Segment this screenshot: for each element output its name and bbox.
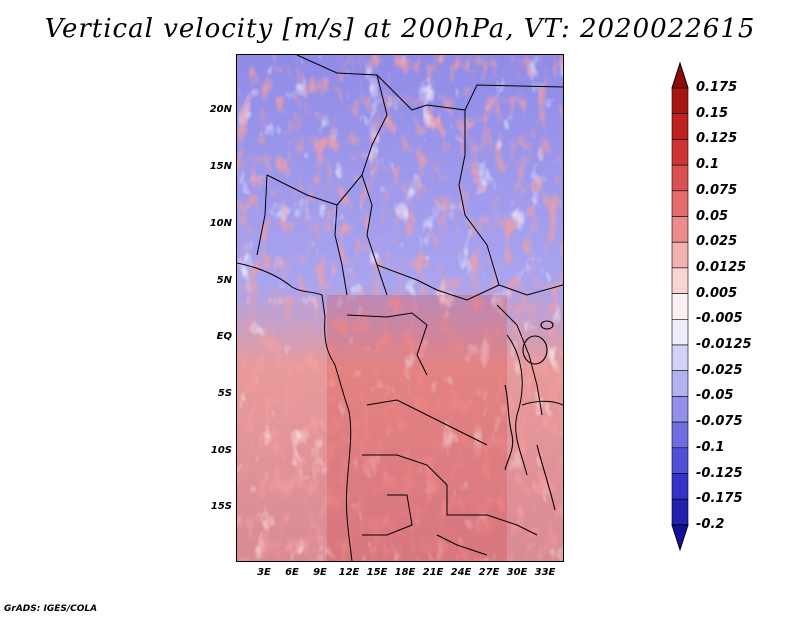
x-label-3e: 3E	[257, 567, 271, 578]
y-label-5n: 5N	[216, 275, 232, 286]
field-red-patches	[237, 55, 563, 561]
x-label-21e: 21E	[422, 567, 444, 578]
field-convective-zone	[327, 295, 507, 561]
y-label-eq: EQ	[216, 331, 232, 342]
colorbar-label: 0.005	[696, 285, 738, 301]
x-label-9e: 9E	[313, 567, 327, 578]
colorbar-label: -0.05	[696, 388, 734, 404]
colorbar-label: 0.0125	[696, 259, 747, 275]
y-label-20n: 20N	[209, 104, 232, 115]
colorbar-label: -0.1	[696, 439, 725, 455]
colorbar-label: -0.005	[696, 311, 743, 327]
colorbar-label: 0.15	[696, 105, 729, 121]
colorbar-bottom-arrow	[671, 524, 689, 552]
colorbar-segment	[671, 87, 689, 115]
colorbar-segment	[671, 293, 689, 320]
colorbar-segment	[671, 318, 689, 346]
colorbar-segment	[671, 447, 689, 474]
country-borders	[237, 55, 563, 561]
colorbar-label: -0.0125	[696, 337, 752, 352]
x-label-30e: 30E	[506, 567, 528, 578]
colorbar-label: 0.175	[696, 80, 738, 95]
x-label-18e: 18E	[394, 567, 416, 578]
colorbar-segment	[671, 421, 689, 449]
y-label-10s: 10S	[210, 445, 232, 456]
colorbar-segment	[671, 164, 689, 192]
colorbar-label: 0.1	[696, 157, 720, 173]
colorbar	[671, 61, 689, 552]
x-label-24e: 24E	[450, 567, 472, 578]
x-label-6e: 6E	[285, 567, 299, 578]
colorbar-segment	[671, 498, 689, 526]
colorbar-label: -0.2	[696, 516, 725, 532]
colorbar-segment	[671, 473, 689, 500]
colorbar-segment	[671, 396, 689, 423]
x-label-33e: 33E	[534, 567, 556, 578]
colorbar-label: -0.175	[696, 491, 743, 507]
y-label-15n: 15N	[209, 161, 232, 172]
colorbar-segment	[671, 216, 689, 243]
colorbar-segment	[671, 113, 689, 140]
colorbar-segment	[671, 139, 689, 166]
colorbar-label: -0.125	[696, 465, 743, 481]
colorbar-label: -0.075	[696, 414, 743, 430]
colorbar-segment	[671, 267, 689, 294]
colorbar-segment	[671, 344, 689, 372]
colorbar-segment	[671, 190, 689, 217]
y-label-10n: 10N	[209, 218, 232, 229]
x-label-27e: 27E	[478, 567, 500, 578]
colorbar-label: -0.025	[696, 362, 743, 378]
grads-credit: GrADS: IGES/COLA	[4, 604, 98, 614]
x-label-15e: 15E	[366, 567, 388, 578]
lakes	[504, 320, 556, 511]
colorbar-top-arrow	[671, 61, 689, 89]
y-label-5s: 5S	[217, 388, 232, 399]
colorbar-segment	[671, 241, 689, 269]
colorbar-segment	[671, 370, 689, 397]
colorbar-label: 0.025	[696, 234, 738, 250]
velocity-field	[237, 55, 563, 561]
y-label-15s: 15S	[210, 501, 232, 512]
colorbar-label: 0.05	[696, 208, 729, 224]
x-label-12e: 12E	[338, 567, 360, 578]
vertical-velocity-map	[236, 54, 564, 562]
colorbar-label: 0.075	[696, 182, 738, 198]
colorbar-label: 0.125	[696, 131, 738, 147]
map-title: Vertical velocity [m/s] at 200hPa, VT: 2…	[44, 14, 756, 44]
